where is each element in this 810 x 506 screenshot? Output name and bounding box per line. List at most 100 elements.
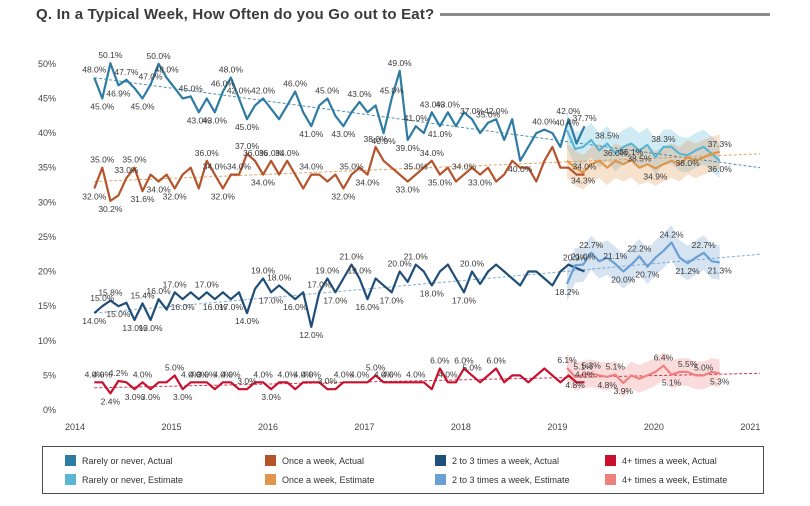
data-label: 39.0% [396, 143, 421, 153]
y-tick-label: 5% [43, 370, 56, 380]
data-label: 34.0% [203, 162, 228, 172]
data-label: 35.0% [404, 162, 429, 172]
data-label: 2.4% [101, 396, 121, 406]
data-label: 38.3% [651, 134, 676, 144]
data-label: 20.9% [563, 252, 588, 262]
data-label: 4.0% [438, 369, 458, 379]
x-tick-label: 2014 [65, 422, 85, 432]
data-label: 41.0% [404, 113, 429, 123]
data-label: 21.2% [676, 266, 701, 276]
data-label: 45.0% [315, 85, 340, 95]
data-label: 43.0% [331, 129, 356, 139]
data-label: 20.0% [460, 259, 485, 269]
legend-item: 4+ times a week, Actual [605, 455, 717, 466]
data-label: 4.0% [334, 369, 354, 379]
line-chart: 0% 5% 10% 15% 20% 25% 30% 35% 40% 45% 50% 2014 2015 2… [38, 50, 761, 432]
data-label: 22.7% [692, 240, 717, 250]
legend-swatch [605, 455, 616, 466]
data-label: 4.8% [565, 380, 585, 390]
data-label: 4.0% [294, 369, 314, 379]
data-label: 4.0% [382, 369, 402, 379]
data-label: 19.0% [251, 265, 276, 275]
data-label: 16.0% [203, 302, 228, 312]
y-tick-label: 0% [43, 405, 56, 415]
data-label: 22.2% [627, 243, 652, 253]
data-label: 14.0% [82, 316, 107, 326]
data-label: 17.0% [452, 295, 477, 305]
data-label: 17.0% [195, 279, 220, 289]
data-label: 5.0% [694, 362, 714, 372]
legend-swatch [435, 474, 446, 485]
data-label: 35.0% [122, 155, 147, 165]
data-label: 38.5% [627, 153, 652, 163]
data-label: 46.0% [283, 79, 308, 89]
data-label: 34.0% [572, 162, 597, 172]
data-label: 38.0% [676, 158, 701, 168]
data-label: 4.0% [350, 369, 370, 379]
data-label: 17.0% [163, 279, 188, 289]
data-label: 6.0% [430, 355, 450, 365]
legend-label: Once a week, Actual [282, 455, 365, 466]
data-label: 37.7% [572, 113, 597, 123]
confidence-band [567, 351, 720, 397]
data-label: 36.0% [243, 148, 268, 158]
data-label: 34.3% [571, 176, 596, 186]
data-label: 42.0% [556, 106, 581, 116]
data-label: 5.0% [462, 362, 482, 372]
data-label: 15.0% [106, 309, 131, 319]
data-label: 33.0% [396, 185, 421, 195]
data-label: 4.0% [85, 369, 105, 379]
data-label: 20.7% [635, 270, 660, 280]
data-label: 35.0% [476, 110, 501, 120]
data-label: 4.0% [253, 369, 273, 379]
title-divider [440, 13, 770, 16]
data-label: 32.0% [331, 191, 356, 201]
data-label: 17.0% [380, 295, 405, 305]
legend-swatch [605, 474, 616, 485]
data-label: 17.0% [219, 302, 244, 312]
data-label: 6.0% [454, 355, 474, 365]
data-label: 50.1% [98, 50, 123, 60]
data-label: 48.0% [82, 65, 107, 75]
y-tick-label: 45% [38, 93, 56, 103]
y-tick-label: 35% [38, 163, 56, 173]
legend-label: Rarely or never, Estimate [82, 474, 184, 485]
legend-label: 4+ times a week, Actual [622, 455, 717, 466]
data-label: 5.1% [606, 362, 626, 372]
data-label: 50.0% [147, 51, 172, 61]
data-label: 4.0% [93, 369, 113, 379]
data-label: 4.0% [277, 369, 297, 379]
data-label: 34.9% [643, 171, 668, 181]
series-line [566, 150, 720, 174]
data-label: 32.0% [211, 191, 236, 201]
data-label: 15.8% [98, 288, 123, 298]
data-label: 35.0% [428, 178, 453, 188]
data-label: 17.0% [307, 279, 332, 289]
data-label: 18.0% [420, 288, 445, 298]
series-line [93, 145, 585, 202]
trend-line [94, 153, 761, 183]
data-label: 47.0% [138, 72, 163, 82]
data-label: 15.4% [130, 290, 155, 300]
data-label: 18.2% [555, 287, 580, 297]
data-label: 34.0% [275, 148, 300, 158]
y-tick-label: 25% [38, 232, 56, 242]
data-label: 35.0% [90, 155, 115, 165]
data-label: 6.0% [486, 355, 506, 365]
data-label: 36.0% [259, 148, 284, 158]
data-label: 40.0% [508, 164, 533, 174]
data-label: 45.0% [179, 83, 204, 93]
data-label: 5.1% [662, 378, 682, 388]
data-label: 31.6% [130, 194, 155, 204]
data-label: 22.7% [579, 240, 604, 250]
data-label: 5.3% [710, 376, 730, 386]
data-label: 14.0% [235, 316, 260, 326]
data-label: 36.1% [619, 147, 644, 157]
series-line [93, 263, 585, 328]
data-label: 21.0% [339, 252, 364, 262]
data-label: 3.0% [125, 392, 145, 402]
legend-label: Once a week, Estimate [282, 474, 375, 485]
data-label: 32.0% [163, 191, 188, 201]
data-label: 34.0% [147, 185, 172, 195]
data-label: 12.0% [299, 330, 324, 340]
